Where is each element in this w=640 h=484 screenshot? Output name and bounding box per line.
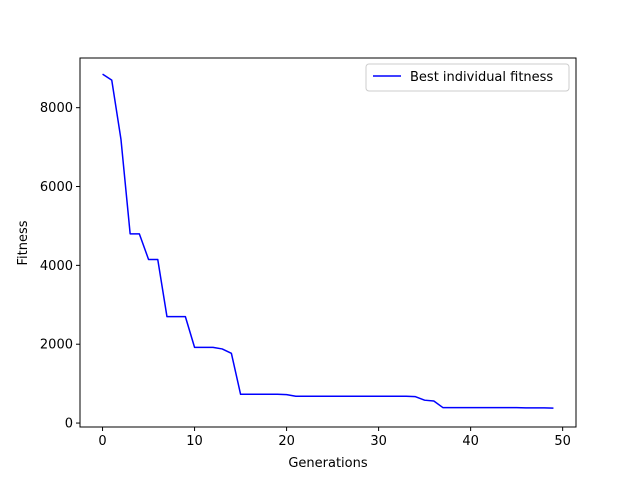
y-tick-label: 6000 [40,180,73,195]
legend: Best individual fitness [365,63,570,92]
legend-label: Best individual fitness [410,70,553,85]
y-axis-label: Fitness [16,220,31,265]
y-tick-label: 0 [65,417,73,432]
y-tick-label: 8000 [40,101,73,116]
legend-frame [365,63,570,92]
y-tick-label: 2000 [40,338,73,353]
x-axis: 0 10 20 30 40 50 [98,427,571,449]
series-line-0 [102,73,554,409]
x-tick-label: 50 [554,434,571,449]
plot-area [79,57,577,428]
x-tick-label: 40 [462,434,479,449]
axes-frame [79,57,577,428]
x-tick-label: 10 [186,434,203,449]
y-axis: 0 2000 4000 6000 8000 [40,101,80,432]
y-tick-label: 4000 [40,259,73,274]
x-tick-label: 0 [98,434,106,449]
x-tick-label: 20 [278,434,295,449]
x-axis-label: Generations [288,456,368,471]
x-tick-label: 30 [370,434,387,449]
